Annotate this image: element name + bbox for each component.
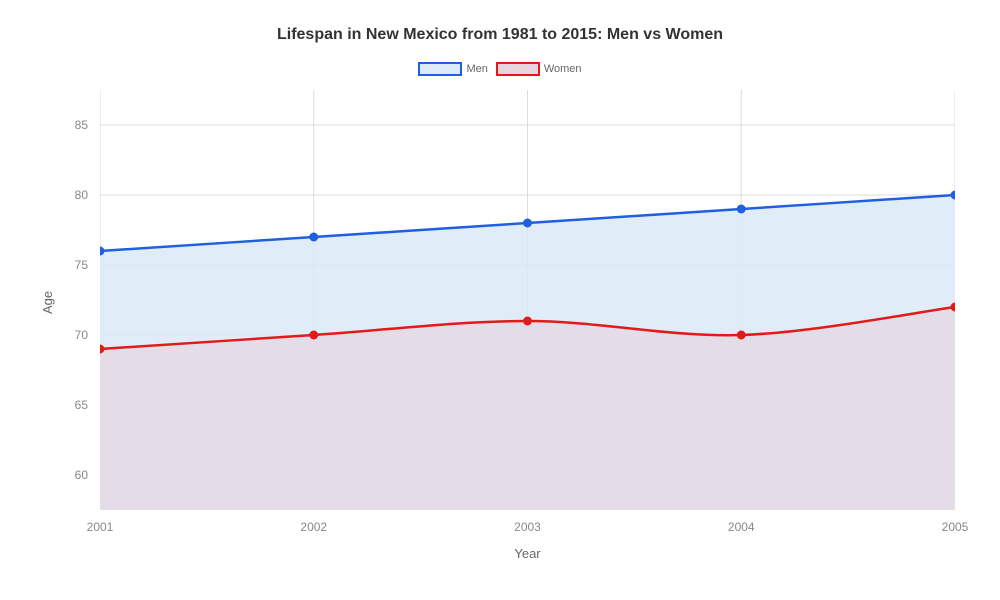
y-tick-label: 60 (75, 468, 88, 482)
plot-area (100, 90, 955, 510)
chart-container: Lifespan in New Mexico from 1981 to 2015… (0, 0, 1000, 600)
y-tick-label: 85 (75, 118, 88, 132)
chart-title: Lifespan in New Mexico from 1981 to 2015… (0, 26, 1000, 44)
legend: Men Women (0, 62, 1000, 76)
y-axis-title: Age (40, 291, 55, 314)
x-tick-label: 2002 (300, 520, 327, 534)
legend-item-men: Men (418, 62, 487, 76)
x-tick-label: 2004 (728, 520, 755, 534)
legend-swatch-men (418, 62, 462, 76)
x-tick-label: 2005 (942, 520, 969, 534)
legend-label-women: Women (544, 63, 582, 75)
legend-label-men: Men (466, 63, 487, 75)
x-tick-label: 2001 (87, 520, 114, 534)
y-tick-label: 75 (75, 258, 88, 272)
x-tick-label: 2003 (514, 520, 541, 534)
plot-svg (100, 90, 955, 510)
x-axis-title: Year (514, 546, 540, 561)
y-tick-label: 80 (75, 188, 88, 202)
y-tick-label: 70 (75, 328, 88, 342)
legend-swatch-women (496, 62, 540, 76)
legend-item-women: Women (496, 62, 582, 76)
y-tick-label: 65 (75, 398, 88, 412)
